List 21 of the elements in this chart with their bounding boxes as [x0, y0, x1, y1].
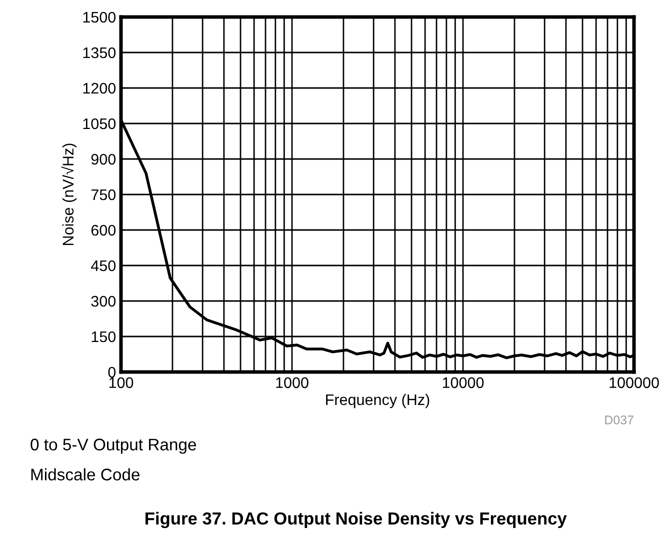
x-tick-label: 1000: [276, 377, 308, 388]
y-tick-label: 0: [108, 366, 116, 378]
text: Figure 37. DAC Output Noise Density vs Frequency: [146, 512, 567, 528]
y-tick-label: 1350: [83, 47, 116, 58]
y-tick-label: 1200: [83, 82, 116, 94]
x-axis-title: Frequency (Hz): [326, 394, 430, 408]
y-tick-label: 1500: [83, 12, 116, 23]
y-tick-label: 600: [91, 224, 116, 236]
text: D037: [605, 416, 634, 424]
y-tick-label: 300: [91, 296, 116, 307]
y-tick-label: 1050: [83, 118, 116, 130]
text: 0 to 5-V Output Range: [30, 438, 196, 454]
y-tick-label: 900: [91, 154, 116, 165]
y-axis-title: Noise (nV/√Hz): [61, 144, 77, 245]
y-tick-label: 150: [92, 331, 116, 342]
text: Midscale Code: [31, 468, 140, 480]
y-tick-label: 450: [91, 260, 116, 272]
y-tick-label: 750: [91, 189, 116, 200]
x-tick-label: 100000: [610, 377, 659, 388]
x-tick-label: 100: [109, 377, 134, 388]
x-tick-label: 10000: [442, 377, 484, 388]
